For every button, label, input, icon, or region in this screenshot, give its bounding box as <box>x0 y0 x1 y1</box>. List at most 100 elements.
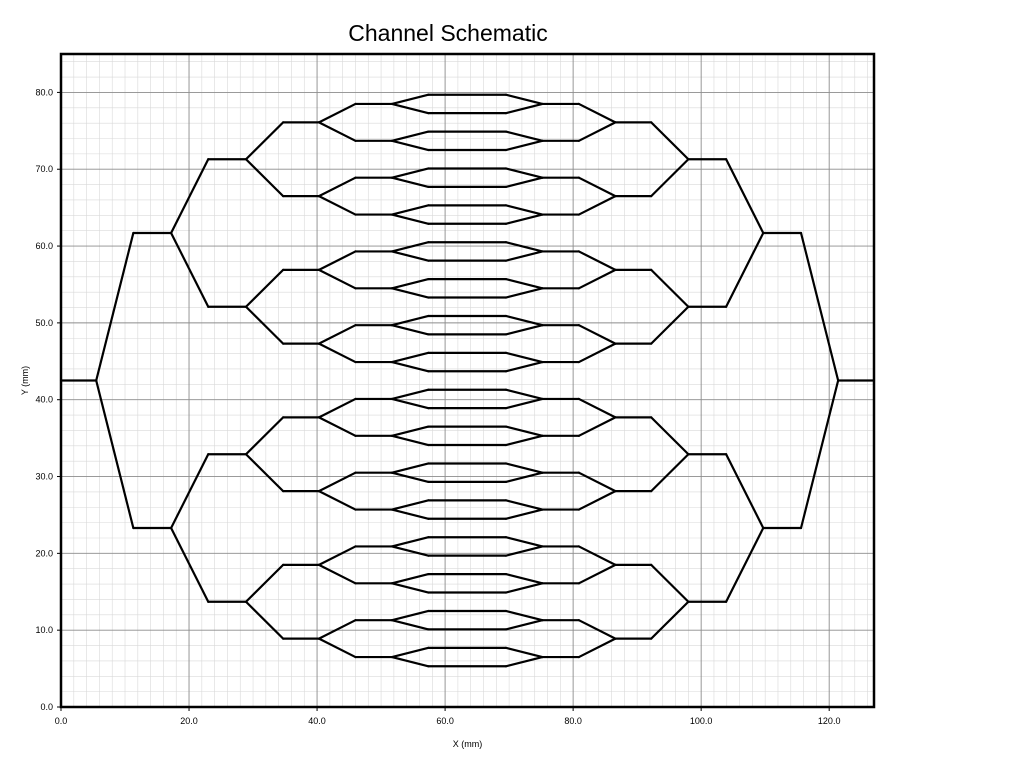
x-tick-label: 40.0 <box>308 716 326 726</box>
channel-segment <box>577 397 617 419</box>
channel-segment <box>390 167 430 179</box>
channel-segment <box>317 121 357 142</box>
channel-segment <box>317 416 357 437</box>
channel-segment <box>390 397 430 410</box>
channel-segment <box>504 93 544 106</box>
channel-segment <box>390 204 430 216</box>
channel-segment <box>504 277 544 290</box>
channel-segment <box>317 637 357 659</box>
channel-segment <box>504 619 544 631</box>
channel-segment <box>650 453 690 493</box>
channel-segment <box>504 434 544 447</box>
channel-segment <box>244 121 285 161</box>
x-axis-label: X (mm) <box>453 739 483 749</box>
y-tick-label: 20.0 <box>35 548 53 558</box>
x-tick-label: 100.0 <box>690 716 713 726</box>
minor-grid <box>61 54 874 707</box>
channel-segment <box>390 425 430 437</box>
channel-segment <box>317 471 357 493</box>
channel-segment <box>577 268 617 290</box>
channel-segment <box>504 250 544 262</box>
channel-segment <box>577 563 617 585</box>
channel-segment <box>504 287 544 299</box>
channel-segment <box>390 536 430 548</box>
y-tick-label: 80.0 <box>35 87 53 97</box>
channel-segment <box>650 268 690 308</box>
channel-segment <box>504 360 544 373</box>
channel-segment <box>317 324 357 345</box>
channel-segment <box>577 342 617 364</box>
channel-segment <box>504 425 544 437</box>
channel-segment <box>577 176 617 198</box>
major-grid <box>60 54 874 708</box>
channel-segment <box>577 471 617 493</box>
channel-segment <box>577 637 617 659</box>
channel-segment <box>244 563 285 603</box>
channel-segment <box>577 195 617 216</box>
channel-segment <box>390 655 430 668</box>
channel-segment <box>390 462 430 474</box>
channel-segment <box>170 453 210 530</box>
channel-segment <box>317 195 357 216</box>
channel-segment <box>317 342 357 364</box>
x-tick-label: 20.0 <box>180 716 198 726</box>
channel-segment <box>725 158 765 235</box>
channel-segment <box>390 609 430 622</box>
channel-segment <box>390 314 430 327</box>
channel-segment <box>317 619 357 640</box>
channel-segment <box>170 526 210 603</box>
channel-segment <box>390 646 430 659</box>
channel-segment <box>317 176 357 198</box>
channel-segment <box>504 314 544 327</box>
channel-segment <box>390 93 430 106</box>
channel-segment <box>390 434 430 447</box>
plot-frame <box>59 52 876 709</box>
channel-segment <box>317 397 357 419</box>
channel-segment <box>170 158 210 235</box>
channel-segment <box>390 360 430 373</box>
channel-segment <box>504 536 544 548</box>
channel-segment <box>504 471 544 484</box>
channel-segment <box>244 416 285 456</box>
channel-segment <box>504 582 544 594</box>
channel-segment <box>504 176 544 189</box>
x-tick-label: 60.0 <box>436 716 454 726</box>
y-tick-label: 60.0 <box>35 241 53 251</box>
channel-segment <box>317 563 357 585</box>
channel-segment <box>504 241 544 253</box>
channel-segment <box>244 305 285 345</box>
channel-segment <box>577 490 617 511</box>
channel-segment <box>577 619 617 640</box>
channel-segment <box>650 158 690 198</box>
y-axis-label: Y (mm) <box>20 366 30 395</box>
channel-network <box>59 93 876 668</box>
channel-segment <box>504 388 544 401</box>
channel-segment <box>390 471 430 484</box>
channel-segment <box>504 167 544 179</box>
channel-segment <box>390 572 430 585</box>
channel-segment <box>577 416 617 437</box>
x-tick-label: 80.0 <box>564 716 582 726</box>
x-tick-label: 120.0 <box>818 716 841 726</box>
x-tick-label: 0.0 <box>55 716 68 726</box>
channel-segment <box>390 277 430 290</box>
y-tick-label: 50.0 <box>35 318 53 328</box>
page-title: Channel Schematic <box>348 20 548 46</box>
channel-segment <box>504 351 544 364</box>
channel-segment <box>650 121 690 161</box>
channel-segment <box>244 268 285 308</box>
channel-segment <box>504 545 544 557</box>
channel-segment <box>650 563 690 603</box>
channel-segment <box>504 462 544 474</box>
channel-segment <box>390 499 430 511</box>
channel-segment <box>244 600 285 640</box>
channel-segment <box>390 388 430 401</box>
channel-segment <box>317 268 357 290</box>
channel-segment <box>390 176 430 189</box>
channel-segment <box>650 416 690 456</box>
channel-segment <box>799 379 840 530</box>
channel-segment <box>577 102 617 124</box>
channel-segment <box>504 646 544 659</box>
channel-segment <box>390 130 430 142</box>
y-tick-label: 30.0 <box>35 472 53 482</box>
